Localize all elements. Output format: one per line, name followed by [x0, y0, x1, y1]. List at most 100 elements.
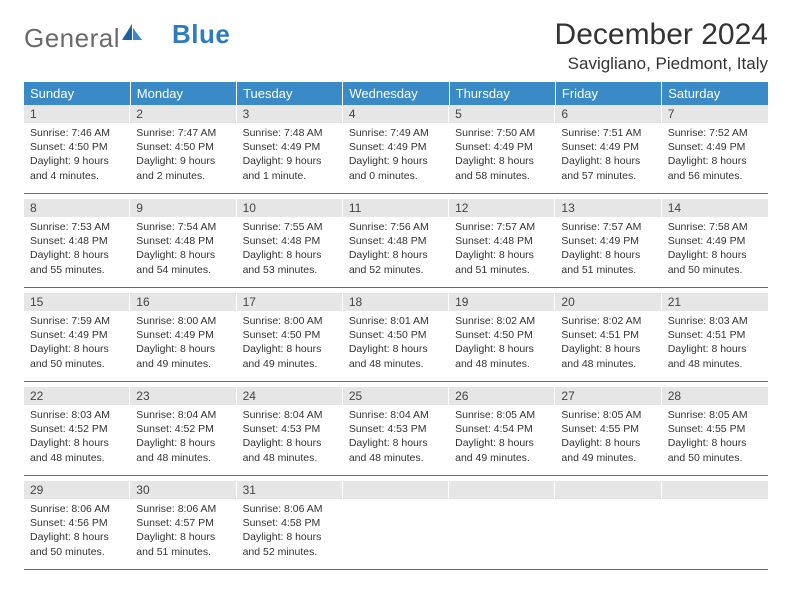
day-number: . [662, 481, 768, 499]
day-cell: 12Sunrise: 7:57 AMSunset: 4:48 PMDayligh… [449, 199, 555, 287]
day-body: Sunrise: 7:58 AMSunset: 4:49 PMDaylight:… [662, 217, 768, 283]
day-cell: 5Sunrise: 7:50 AMSunset: 4:49 PMDaylight… [449, 105, 555, 193]
day-body: Sunrise: 7:54 AMSunset: 4:48 PMDaylight:… [130, 217, 236, 283]
day-cell: 1Sunrise: 7:46 AMSunset: 4:50 PMDaylight… [24, 105, 130, 193]
sunset-text: Sunset: 4:50 PM [30, 140, 124, 154]
day-body: Sunrise: 7:47 AMSunset: 4:50 PMDaylight:… [130, 123, 236, 189]
day-body: Sunrise: 7:53 AMSunset: 4:48 PMDaylight:… [24, 217, 130, 283]
day-body: Sunrise: 8:01 AMSunset: 4:50 PMDaylight:… [343, 311, 449, 377]
daylight-text: Daylight: 8 hours and 52 minutes. [349, 248, 443, 276]
weekday-header: Thursday [449, 82, 555, 105]
sunset-text: Sunset: 4:53 PM [349, 422, 443, 436]
sunset-text: Sunset: 4:48 PM [30, 234, 124, 248]
sunrise-text: Sunrise: 7:57 AM [455, 220, 549, 234]
weekday-header: Saturday [662, 82, 768, 105]
sunrise-text: Sunrise: 7:57 AM [561, 220, 655, 234]
day-cell: 19Sunrise: 8:02 AMSunset: 4:50 PMDayligh… [449, 293, 555, 381]
sunrise-text: Sunrise: 7:47 AM [136, 126, 230, 140]
day-cell: 8Sunrise: 7:53 AMSunset: 4:48 PMDaylight… [24, 199, 130, 287]
day-cell: 18Sunrise: 8:01 AMSunset: 4:50 PMDayligh… [343, 293, 449, 381]
daylight-text: Daylight: 9 hours and 1 minute. [243, 154, 337, 182]
weekday-header-row: SundayMondayTuesdayWednesdayThursdayFrid… [24, 82, 768, 105]
sunrise-text: Sunrise: 7:58 AM [668, 220, 762, 234]
sunrise-text: Sunrise: 8:06 AM [136, 502, 230, 516]
sunrise-text: Sunrise: 8:00 AM [243, 314, 337, 328]
sunrise-text: Sunrise: 7:54 AM [136, 220, 230, 234]
day-cell: 22Sunrise: 8:03 AMSunset: 4:52 PMDayligh… [24, 387, 130, 475]
day-body: Sunrise: 8:04 AMSunset: 4:53 PMDaylight:… [343, 405, 449, 471]
sunset-text: Sunset: 4:53 PM [243, 422, 337, 436]
day-cell: . [555, 481, 661, 569]
daylight-text: Daylight: 8 hours and 49 minutes. [136, 342, 230, 370]
day-body: Sunrise: 7:57 AMSunset: 4:48 PMDaylight:… [449, 217, 555, 283]
day-cell: 25Sunrise: 8:04 AMSunset: 4:53 PMDayligh… [343, 387, 449, 475]
sunset-text: Sunset: 4:57 PM [136, 516, 230, 530]
day-number: 26 [449, 387, 555, 405]
sunrise-text: Sunrise: 8:03 AM [668, 314, 762, 328]
day-number: 2 [130, 105, 236, 123]
day-number: 16 [130, 293, 236, 311]
day-number: . [555, 481, 661, 499]
weekday-header: Friday [555, 82, 661, 105]
day-body: Sunrise: 8:00 AMSunset: 4:50 PMDaylight:… [237, 311, 343, 377]
sunrise-text: Sunrise: 7:46 AM [30, 126, 124, 140]
day-number: 14 [662, 199, 768, 217]
day-number: 8 [24, 199, 130, 217]
day-cell: 21Sunrise: 8:03 AMSunset: 4:51 PMDayligh… [662, 293, 768, 381]
sunset-text: Sunset: 4:52 PM [30, 422, 124, 436]
day-body: Sunrise: 7:52 AMSunset: 4:49 PMDaylight:… [662, 123, 768, 189]
day-cell: 26Sunrise: 8:05 AMSunset: 4:54 PMDayligh… [449, 387, 555, 475]
day-body: Sunrise: 8:06 AMSunset: 4:56 PMDaylight:… [24, 499, 130, 565]
day-number: 18 [343, 293, 449, 311]
daylight-text: Daylight: 8 hours and 50 minutes. [668, 248, 762, 276]
day-number: 7 [662, 105, 768, 123]
sunrise-text: Sunrise: 8:02 AM [561, 314, 655, 328]
day-cell: 9Sunrise: 7:54 AMSunset: 4:48 PMDaylight… [130, 199, 236, 287]
logo-word-1: General [24, 23, 120, 54]
week-row: 1Sunrise: 7:46 AMSunset: 4:50 PMDaylight… [24, 105, 768, 193]
daylight-text: Daylight: 8 hours and 50 minutes. [30, 342, 124, 370]
sunrise-text: Sunrise: 7:56 AM [349, 220, 443, 234]
weekday-header: Monday [130, 82, 236, 105]
sunrise-text: Sunrise: 8:04 AM [136, 408, 230, 422]
day-cell: 29Sunrise: 8:06 AMSunset: 4:56 PMDayligh… [24, 481, 130, 569]
day-number: 23 [130, 387, 236, 405]
weekday-header: Tuesday [237, 82, 343, 105]
day-number: 10 [237, 199, 343, 217]
daylight-text: Daylight: 8 hours and 57 minutes. [561, 154, 655, 182]
daylight-text: Daylight: 8 hours and 49 minutes. [455, 436, 549, 464]
day-body: Sunrise: 7:46 AMSunset: 4:50 PMDaylight:… [24, 123, 130, 189]
sunrise-text: Sunrise: 7:51 AM [561, 126, 655, 140]
sunrise-text: Sunrise: 8:01 AM [349, 314, 443, 328]
day-body: Sunrise: 7:56 AMSunset: 4:48 PMDaylight:… [343, 217, 449, 283]
day-number: 22 [24, 387, 130, 405]
sunset-text: Sunset: 4:58 PM [243, 516, 337, 530]
daylight-text: Daylight: 8 hours and 52 minutes. [243, 530, 337, 558]
day-cell: 7Sunrise: 7:52 AMSunset: 4:49 PMDaylight… [662, 105, 768, 193]
day-body: Sunrise: 8:05 AMSunset: 4:54 PMDaylight:… [449, 405, 555, 471]
sunset-text: Sunset: 4:49 PM [561, 140, 655, 154]
daylight-text: Daylight: 8 hours and 49 minutes. [561, 436, 655, 464]
day-cell: 24Sunrise: 8:04 AMSunset: 4:53 PMDayligh… [237, 387, 343, 475]
daylight-text: Daylight: 8 hours and 48 minutes. [668, 342, 762, 370]
sunset-text: Sunset: 4:50 PM [243, 328, 337, 342]
day-number: 31 [237, 481, 343, 499]
day-body: Sunrise: 8:05 AMSunset: 4:55 PMDaylight:… [555, 405, 661, 471]
sunrise-text: Sunrise: 8:03 AM [30, 408, 124, 422]
daylight-text: Daylight: 9 hours and 4 minutes. [30, 154, 124, 182]
day-cell: 20Sunrise: 8:02 AMSunset: 4:51 PMDayligh… [555, 293, 661, 381]
sunset-text: Sunset: 4:54 PM [455, 422, 549, 436]
sunrise-text: Sunrise: 8:05 AM [668, 408, 762, 422]
day-cell: 6Sunrise: 7:51 AMSunset: 4:49 PMDaylight… [555, 105, 661, 193]
location: Savigliano, Piedmont, Italy [555, 54, 768, 74]
header: General Blue December 2024 Savigliano, P… [24, 18, 768, 74]
sunset-text: Sunset: 4:50 PM [455, 328, 549, 342]
sunset-text: Sunset: 4:49 PM [668, 234, 762, 248]
day-body: Sunrise: 8:02 AMSunset: 4:51 PMDaylight:… [555, 311, 661, 377]
sunrise-text: Sunrise: 8:05 AM [561, 408, 655, 422]
sunrise-text: Sunrise: 7:48 AM [243, 126, 337, 140]
day-body: Sunrise: 8:00 AMSunset: 4:49 PMDaylight:… [130, 311, 236, 377]
daylight-text: Daylight: 8 hours and 49 minutes. [243, 342, 337, 370]
day-cell: 4Sunrise: 7:49 AMSunset: 4:49 PMDaylight… [343, 105, 449, 193]
sunset-text: Sunset: 4:49 PM [136, 328, 230, 342]
